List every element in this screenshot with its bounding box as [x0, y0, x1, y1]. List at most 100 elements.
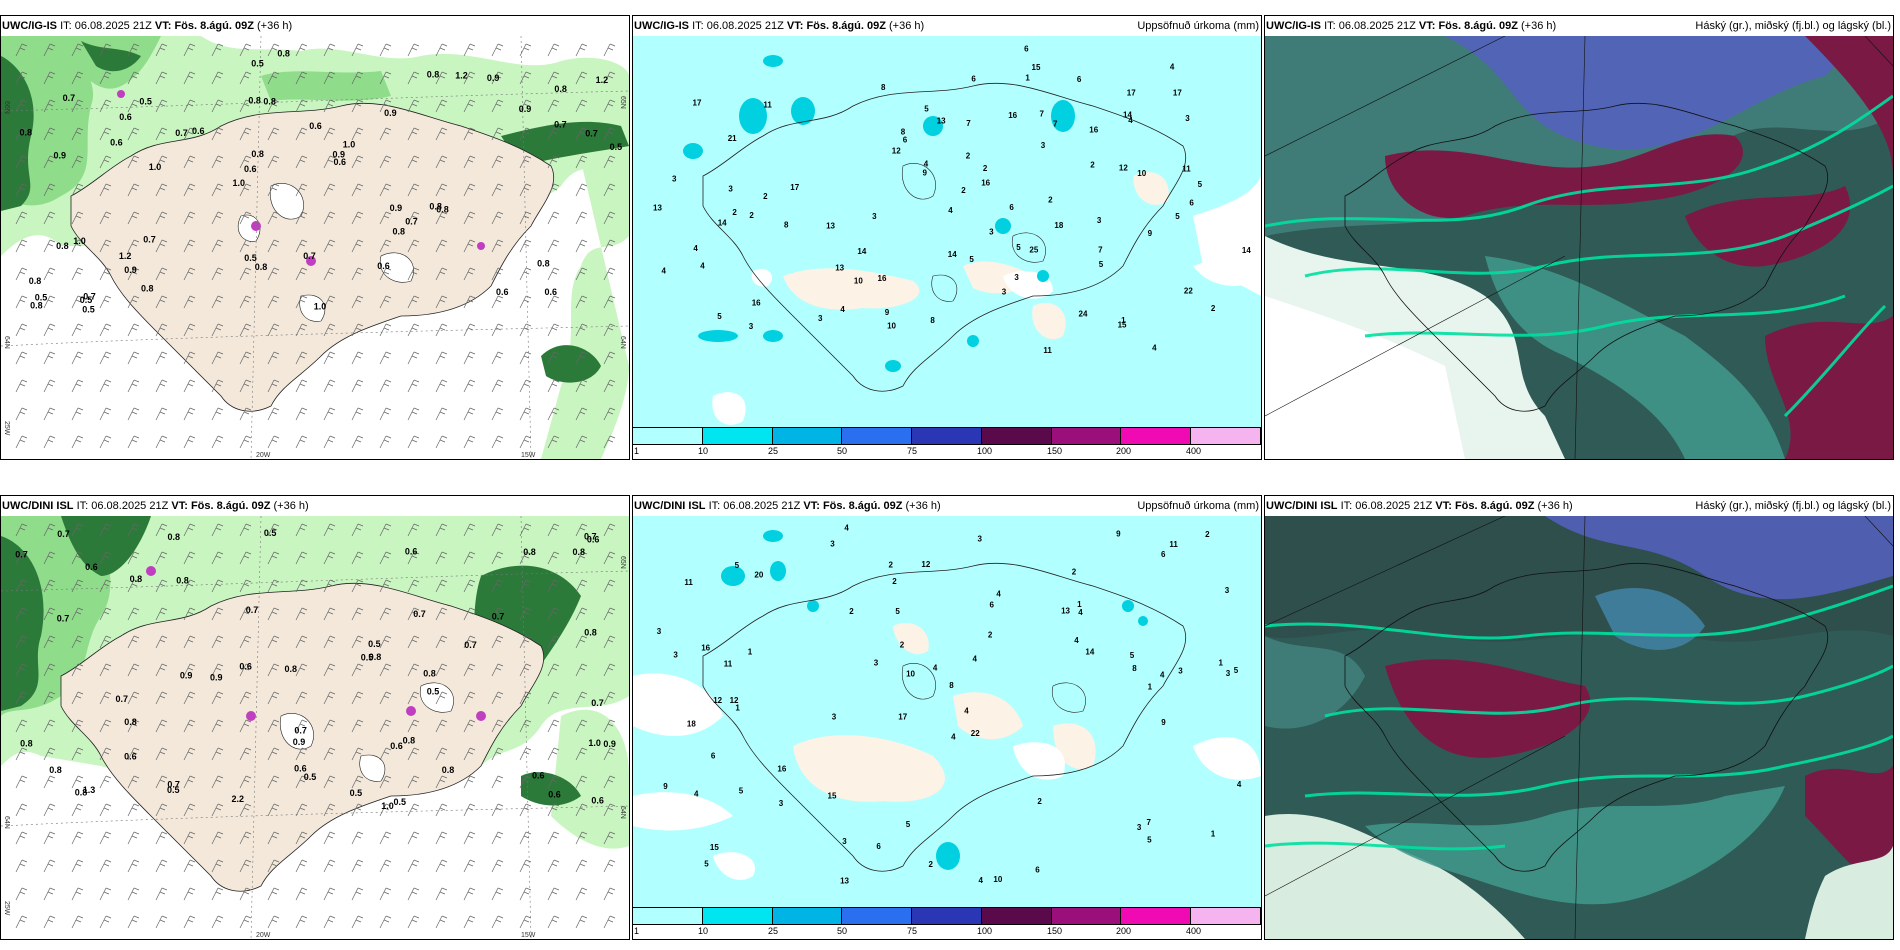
value-label: 3	[874, 659, 879, 668]
wind-barb	[71, 691, 84, 705]
value-label: 0.6	[334, 157, 347, 167]
panel-clouds-bottom: UWC/DINI ISL IT: 06.08.2025 21Z VT: Fös.…	[1264, 495, 1894, 940]
wind-barb	[575, 775, 588, 789]
wind-barb	[547, 127, 560, 141]
wind-barb	[491, 43, 504, 57]
value-label: 0.6	[119, 112, 132, 122]
wind-barb	[15, 691, 28, 705]
wind-barb	[43, 775, 56, 789]
value-label: 5	[1147, 835, 1152, 844]
value-label: 1.2	[119, 251, 132, 261]
value-label: 3	[989, 227, 994, 236]
value-label: 5	[969, 255, 974, 264]
value-label: 0.9	[390, 203, 403, 213]
wind-barb	[155, 295, 168, 309]
value-label: 10	[1137, 169, 1146, 178]
value-label: 0.5	[35, 293, 48, 303]
wind-barb	[575, 803, 588, 817]
map-area[interactable]: 2.2 1.0 0.7 0.8 0.8 0.6 0.9 0.6 0.5 0.7 0.8 0.5 0.6 0…	[1, 516, 629, 939]
value-label: 3	[728, 185, 733, 194]
map-area[interactable]: 4 2 3 17 22 12 11 13 18 6 8 5 3 3 4 10 5 9 14 16 11 12 5 3 9 16 10…	[633, 516, 1261, 939]
value-label: 3	[672, 174, 677, 183]
value-label: 5	[735, 561, 740, 570]
value-label: 17	[693, 98, 702, 107]
wind-barb	[547, 719, 560, 733]
wind-barb	[575, 267, 588, 281]
wind-barb	[351, 607, 364, 621]
map-area[interactable]: 4 2 5 17 22 21 16 13 16 13 7 15 10 8 6 4 3 2 3 5 4 7 12 14 6 3 8 4 9…	[633, 36, 1261, 459]
value-label: 2	[1205, 530, 1210, 539]
wind-barb	[379, 239, 392, 253]
value-label: 3	[842, 837, 847, 846]
wind-barb	[239, 803, 252, 817]
wind-barb	[435, 43, 448, 57]
wind-barb	[407, 379, 420, 393]
wind-barb	[603, 915, 616, 929]
wind-barb	[43, 635, 56, 649]
wind-barb	[239, 635, 252, 649]
wind-barb	[239, 295, 252, 309]
value-label: 2	[889, 561, 894, 570]
wind-barb	[155, 407, 168, 421]
map-area[interactable]: 0.6 0.9 0.8 1.0 0.9 0.7 0.8 0.6 1.0 0.6 0.8 0.9 0.8 1…	[1, 36, 629, 459]
map-area[interactable]	[1265, 36, 1893, 459]
lat-label: 64N	[3, 816, 10, 829]
wind-barb	[603, 407, 616, 421]
map-area[interactable]	[1265, 516, 1893, 939]
wind-barb	[463, 407, 476, 421]
lon-label: 25W	[3, 421, 10, 436]
value-label: 0.9	[333, 150, 346, 160]
wind-barb	[463, 803, 476, 817]
value-label: 21	[728, 134, 737, 143]
wind-barb	[211, 831, 224, 845]
wind-barb	[575, 239, 588, 253]
wind-barb	[155, 267, 168, 281]
value-label: 5	[704, 859, 709, 868]
wind-barb	[15, 551, 28, 565]
value-label: 14	[1242, 246, 1251, 255]
wind-barb	[295, 663, 308, 677]
value-label: 2	[1037, 797, 1042, 806]
wind-barb	[239, 323, 252, 337]
value-label: 3	[818, 314, 823, 323]
wind-barb	[155, 43, 168, 57]
wind-barb	[519, 691, 532, 705]
wind-barb	[15, 719, 28, 733]
value-label: 4	[700, 261, 705, 270]
wind-barb	[323, 887, 336, 901]
colorbar-swatch	[633, 907, 703, 925]
value-label: 2	[966, 152, 971, 161]
wind-barb	[267, 435, 280, 449]
value-label: 3	[1002, 287, 1007, 296]
map-svg	[1265, 36, 1893, 459]
wind-barb	[435, 747, 448, 761]
wind-barb	[407, 663, 420, 677]
value-label: 15	[1032, 63, 1041, 72]
wind-barb	[435, 579, 448, 593]
model-name: UWC/IG-IS	[2, 20, 57, 32]
value-label: 0.7	[167, 780, 180, 790]
wind-barb	[295, 99, 308, 113]
map-svg: 2.21.00.70.80.80.60.90.60.50.70.80.50.60…	[1, 516, 629, 939]
wind-barb	[15, 831, 28, 845]
value-label: 0.6	[192, 126, 205, 136]
value-label: 1	[748, 647, 753, 656]
wind-barb	[183, 691, 196, 705]
value-label: 13	[840, 877, 849, 886]
colorbar: 1 10 25 50 75 100 150 200 400	[633, 427, 1261, 459]
value-label: 3	[830, 539, 835, 548]
wind-barb	[407, 407, 420, 421]
model-name: UWC/IG-IS	[634, 20, 689, 32]
wind-barb	[127, 579, 140, 593]
wind-barb	[575, 99, 588, 113]
wind-barb	[155, 775, 168, 789]
value-label: 4	[694, 790, 699, 799]
wind-barb	[407, 579, 420, 593]
wind-barb	[155, 551, 168, 565]
wind-barb	[323, 239, 336, 253]
wind-barb	[519, 407, 532, 421]
wind-barb	[379, 775, 392, 789]
value-label: 5	[739, 787, 744, 796]
value-label: 12	[921, 560, 930, 569]
wind-barb	[155, 719, 168, 733]
